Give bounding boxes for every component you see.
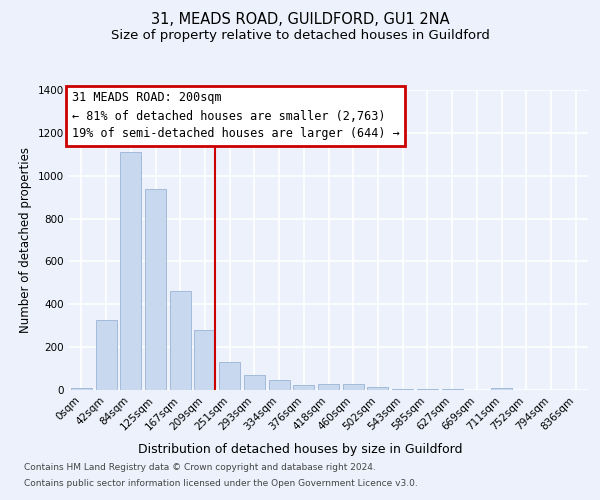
Bar (244, 375, 265, 390)
Bar (293, 384, 314, 390)
Text: Contains public sector information licensed under the Open Government Licence v3: Contains public sector information licen… (24, 478, 418, 488)
Bar (71, 388, 92, 390)
Text: 31 MEADS ROAD: 200sqm
← 81% of detached houses are smaller (2,763)
19% of semi-d: 31 MEADS ROAD: 200sqm ← 81% of detached … (71, 92, 400, 140)
Bar (343, 384, 364, 390)
Bar (194, 330, 215, 390)
Bar (145, 188, 166, 390)
Bar (417, 389, 438, 390)
Bar (219, 362, 240, 390)
Text: Size of property relative to detached houses in Guildford: Size of property relative to detached ho… (110, 29, 490, 42)
Bar (491, 388, 512, 390)
Bar (442, 389, 463, 390)
Y-axis label: Number of detached properties: Number of detached properties (19, 147, 32, 333)
Text: 31, MEADS ROAD, GUILDFORD, GU1 2NA: 31, MEADS ROAD, GUILDFORD, GU1 2NA (151, 12, 449, 28)
Text: Contains HM Land Registry data © Crown copyright and database right 2024.: Contains HM Land Registry data © Crown c… (24, 464, 376, 472)
Bar (392, 389, 413, 390)
Text: Distribution of detached houses by size in Guildford: Distribution of detached houses by size … (138, 442, 462, 456)
Bar (95, 320, 116, 390)
Bar (170, 292, 191, 390)
Bar (269, 380, 290, 390)
Bar (367, 387, 388, 390)
Bar (120, 152, 141, 390)
Bar (318, 384, 339, 390)
